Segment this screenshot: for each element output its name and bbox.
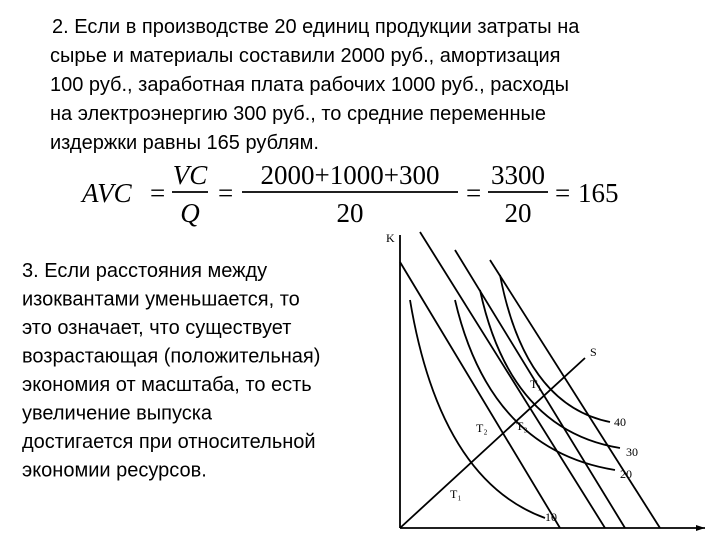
equals: = (466, 178, 481, 208)
text-line: 2. Если в производстве 20 единиц продукц… (52, 16, 580, 38)
isoquant-label: 30 (626, 445, 638, 459)
denominator: 20 (337, 198, 364, 228)
isocost-line (489, 259, 661, 529)
paragraph-3: 3. Если расстояния между изоквантами умен… (22, 260, 320, 482)
equals: = (150, 178, 165, 208)
text-line: достигается при относительной (22, 431, 316, 453)
isoquant (479, 289, 621, 449)
isoquant-diagram: K S T₁ T₂ T₃ T₁ 40 30 20 10 (386, 231, 705, 531)
isoquant (454, 299, 616, 471)
ray (399, 357, 586, 529)
isoquant-label: 40 (614, 415, 626, 429)
text-line: возрастающая (положительная) (22, 346, 320, 368)
isocost-line (419, 231, 606, 529)
denominator: 20 (505, 198, 532, 228)
text-line: изоквантами уменьшается, то (22, 289, 300, 311)
text-line: 100 руб., заработная плата рабочих 1000 … (50, 74, 569, 96)
isocost-line (399, 261, 561, 529)
point-label: T₂ (476, 421, 488, 435)
isoquant-label: 10 (545, 510, 557, 524)
text-line: на электроэнергию 300 руб., то средние п… (50, 103, 546, 125)
text-line: сырье и материалы составили 2000 руб., а… (50, 45, 561, 67)
equals: = (218, 178, 233, 208)
isoquant (409, 299, 546, 519)
text-line: экономии ресурсов. (22, 460, 207, 482)
denominator: Q (180, 198, 200, 228)
point-label: T₁ (450, 487, 462, 501)
numerator: 3300 (491, 160, 545, 190)
numerator: VC (173, 160, 208, 190)
formula: AVC = VC Q = 2000+1000+300 20 = 3300 20 … (80, 160, 619, 228)
point-label: T₁ (530, 377, 542, 391)
isoquant-label: 20 (620, 467, 632, 481)
text-line: увеличение выпуска (22, 403, 213, 425)
numerator: 2000+1000+300 (261, 160, 440, 190)
text-line: это означает, что существует (22, 317, 291, 339)
text-line: экономия от масштаба, то есть (22, 374, 312, 396)
axis-label: K (386, 231, 395, 245)
text-line: издержки равны 165 рублям. (50, 132, 319, 154)
isoquant (499, 274, 611, 423)
isocost-line (454, 249, 626, 529)
point-label: T₃ (516, 419, 528, 433)
formula-lhs: AVC (80, 178, 133, 208)
axis-arrow (696, 525, 705, 531)
formula-result: 165 (578, 178, 619, 208)
equals: = (555, 178, 570, 208)
ray-label: S (590, 345, 597, 359)
paragraph-2: 2. Если в производстве 20 единиц продукц… (50, 16, 580, 154)
text-line: 3. Если расстояния между (22, 260, 267, 282)
